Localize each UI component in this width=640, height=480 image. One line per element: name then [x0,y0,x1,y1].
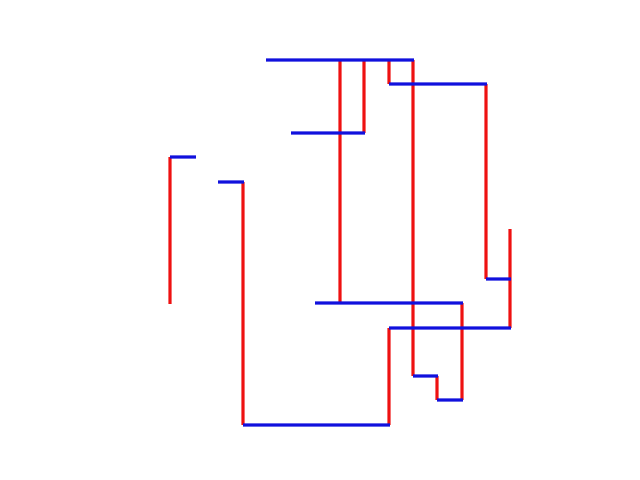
segment-group [168,58,512,427]
